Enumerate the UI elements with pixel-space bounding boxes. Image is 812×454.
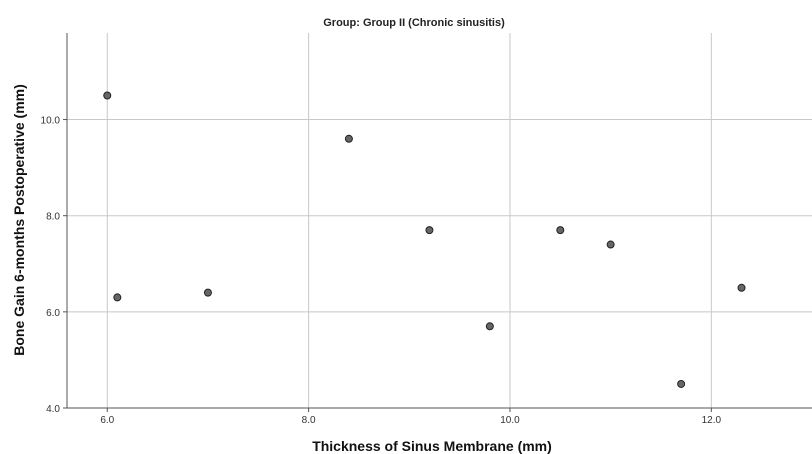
y-tick-label: 6.0 xyxy=(46,308,60,319)
scatter-point xyxy=(556,226,565,235)
scatter-point xyxy=(113,293,122,302)
y-axis-label: Bone Gain 6-months Postoperative (mm) xyxy=(11,84,27,355)
y-tick-label: 4.0 xyxy=(46,404,60,415)
x-tick-label: 12.0 xyxy=(702,415,722,426)
data-points xyxy=(103,91,746,388)
y-tick-label: 10.0 xyxy=(41,116,61,127)
scatter-point xyxy=(677,379,686,388)
x-axis-label: Thickness of Sinus Membrane (mm) xyxy=(312,438,552,454)
scatter-point xyxy=(737,283,746,292)
x-tick-label: 6.0 xyxy=(100,415,114,426)
x-axis-ticks: 6.0 8.0 10.0 12.0 xyxy=(100,408,721,426)
scatter-point xyxy=(103,91,112,100)
scatter-point xyxy=(485,322,494,331)
grid-lines xyxy=(67,33,812,409)
scatter-point xyxy=(203,288,212,297)
y-tick-label: 8.0 xyxy=(46,212,60,223)
scatter-point xyxy=(606,240,615,249)
x-tick-label: 10.0 xyxy=(500,415,520,426)
scatter-point xyxy=(425,226,434,235)
y-axis-ticks: 4.0 6.0 8.0 10.0 xyxy=(41,116,67,415)
chart-title: Group: Group II (Chronic sinusitis) xyxy=(323,17,505,29)
x-tick-label: 8.0 xyxy=(302,415,316,426)
scatter-point xyxy=(344,134,353,143)
